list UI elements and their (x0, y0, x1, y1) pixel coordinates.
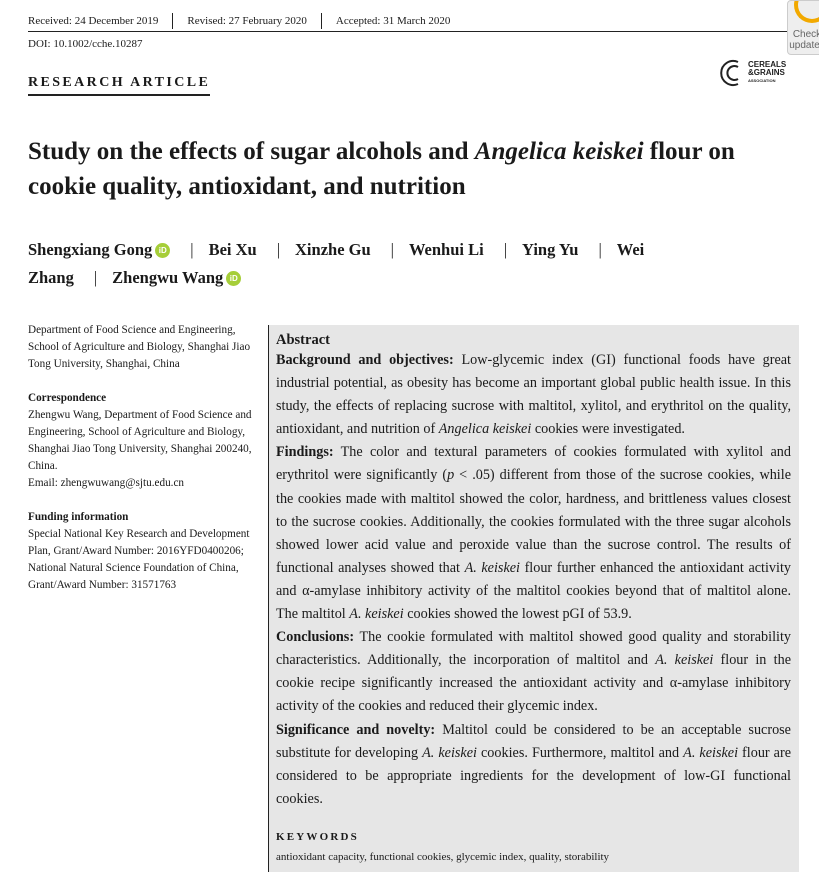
text-segment: Background and objectives: (276, 352, 454, 368)
text-segment: Low-glycemic index (GI) functional foods… (276, 352, 791, 438)
text-segment: flour are considered to be appropriate i… (276, 744, 791, 807)
article-type: RESEARCH ARTICLE (28, 75, 211, 96)
badge-text: Check (792, 29, 819, 40)
text-segment: The color and textural parameters of coo… (276, 444, 791, 484)
abstract-heading: Abstract (276, 332, 330, 348)
author-name[interactable]: Ying Yu (522, 240, 579, 259)
funding-heading: Funding information (28, 511, 129, 523)
logo-text: &GRAINS (748, 68, 785, 77)
text-segment: A. keiskei (349, 606, 404, 623)
text-segment: < .05) different from those of the sucro… (276, 467, 791, 576)
article-history: Received: 24 December 2019 Revised: 27 F… (28, 13, 464, 29)
article-title: Study on the effects of sugar alcohols a… (28, 134, 798, 204)
abstract-paragraph: Findings: The color and textural paramet… (276, 441, 791, 626)
text-segment: flour in the cookie recipe significantly… (276, 652, 791, 715)
affiliation: Department of Food Science and Engineeri… (28, 324, 251, 370)
text-segment: p (447, 467, 455, 484)
author-name[interactable]: Shengxiang Gong (28, 240, 153, 259)
text-segment: Significance and novelty: (276, 721, 436, 738)
text-segment: Angelica keiskei (438, 421, 532, 438)
text-segment: flour on cookie quality, antioxidant, an… (28, 138, 735, 200)
received-date: Received: 24 December 2019 (28, 15, 159, 27)
article-info-sidebar: Department of Food Science and Engineeri… (28, 322, 253, 611)
text-segment: cookies. Furthermore, maltitol and (476, 744, 684, 761)
author-list: Shengxiang Gong iD | Bei Xu | Xinzhe Gu | Wenhu… (28, 236, 798, 292)
author-name[interactable]: Wenhui Li (408, 240, 484, 259)
text-segment: A. keiskei (464, 559, 520, 576)
cereals-grains-logo: CEREALS &GRAINS ASSOCIATION (718, 58, 786, 88)
author-name[interactable]: Xinzhe Gu (295, 240, 371, 259)
text-segment: Study on the effects of sugar alcohols a… (28, 138, 475, 165)
text-segment: A. keiskei (655, 652, 714, 669)
logo-text: CEREALS (748, 60, 787, 69)
author-separator: | (598, 240, 602, 259)
author-separator: | (276, 240, 281, 259)
text-segment: Angelica keiskei (474, 138, 644, 165)
author-name[interactable]: Bei Xu (208, 240, 257, 259)
text-segment: Conclusions: (276, 629, 355, 646)
text-segment: Findings: (276, 444, 334, 461)
correspondence-heading: Correspondence (28, 392, 107, 404)
badge-text: updates (789, 40, 819, 51)
keywords-heading: KEYWORDS (276, 830, 359, 843)
logo-text: ASSOCIATION (748, 78, 776, 83)
abstract-paragraph: Conclusions: The cookie formulated with … (276, 626, 791, 718)
keywords: antioxidant capacity, functional cookies… (276, 850, 610, 863)
text-segment: Maltitol could be considered to be an ac… (276, 721, 791, 761)
funding: Special National Key Research and Develo… (28, 528, 250, 591)
accepted-date: Accepted: 31 March 2020 (320, 13, 465, 29)
header-rule (28, 31, 790, 32)
text-segment: cookies were investigated. (531, 421, 685, 438)
author-name[interactable]: Wei Zhang (28, 240, 645, 287)
author-separator: | (190, 240, 194, 259)
text-segment: cookies showed the lowest pGI of 53.9. (403, 606, 632, 623)
author-name[interactable]: Zhengwu Wang (112, 268, 224, 287)
orcid-icon[interactable]: iD (155, 243, 171, 258)
abstract-box: Abstract Background and objectives: Low-… (268, 325, 799, 872)
text-segment: flour further enhanced the antioxidant a… (276, 559, 791, 623)
abstract-paragraph: Significance and novelty: Maltitol could… (276, 719, 791, 811)
author-separator: | (93, 268, 98, 287)
text-segment: The cookie formulated with maltitol show… (276, 629, 791, 669)
logo-arcs-icon (720, 60, 739, 86)
email-link[interactable]: Email: zhengwuwang@sjtu.edu.cn (28, 477, 185, 489)
text-segment: A. keiskei (422, 744, 477, 761)
orcid-icon[interactable]: iD (226, 271, 242, 286)
revised-date: Revised: 27 February 2020 (172, 13, 320, 29)
check-for-updates-badge[interactable]: Checkupdates (787, 0, 819, 55)
abstract-paragraph: Background and objectives: Low-glycemic … (276, 349, 791, 441)
author-separator: | (390, 240, 394, 259)
abstract-body: Background and objectives: Low-glycemic … (276, 349, 791, 811)
text-segment: A. keiskei (683, 744, 739, 761)
doi[interactable]: DOI: 10.1002/cche.10287 (28, 38, 143, 50)
correspondence: Zhengwu Wang, Department of Food Science… (28, 409, 252, 472)
author-separator: | (503, 240, 508, 259)
